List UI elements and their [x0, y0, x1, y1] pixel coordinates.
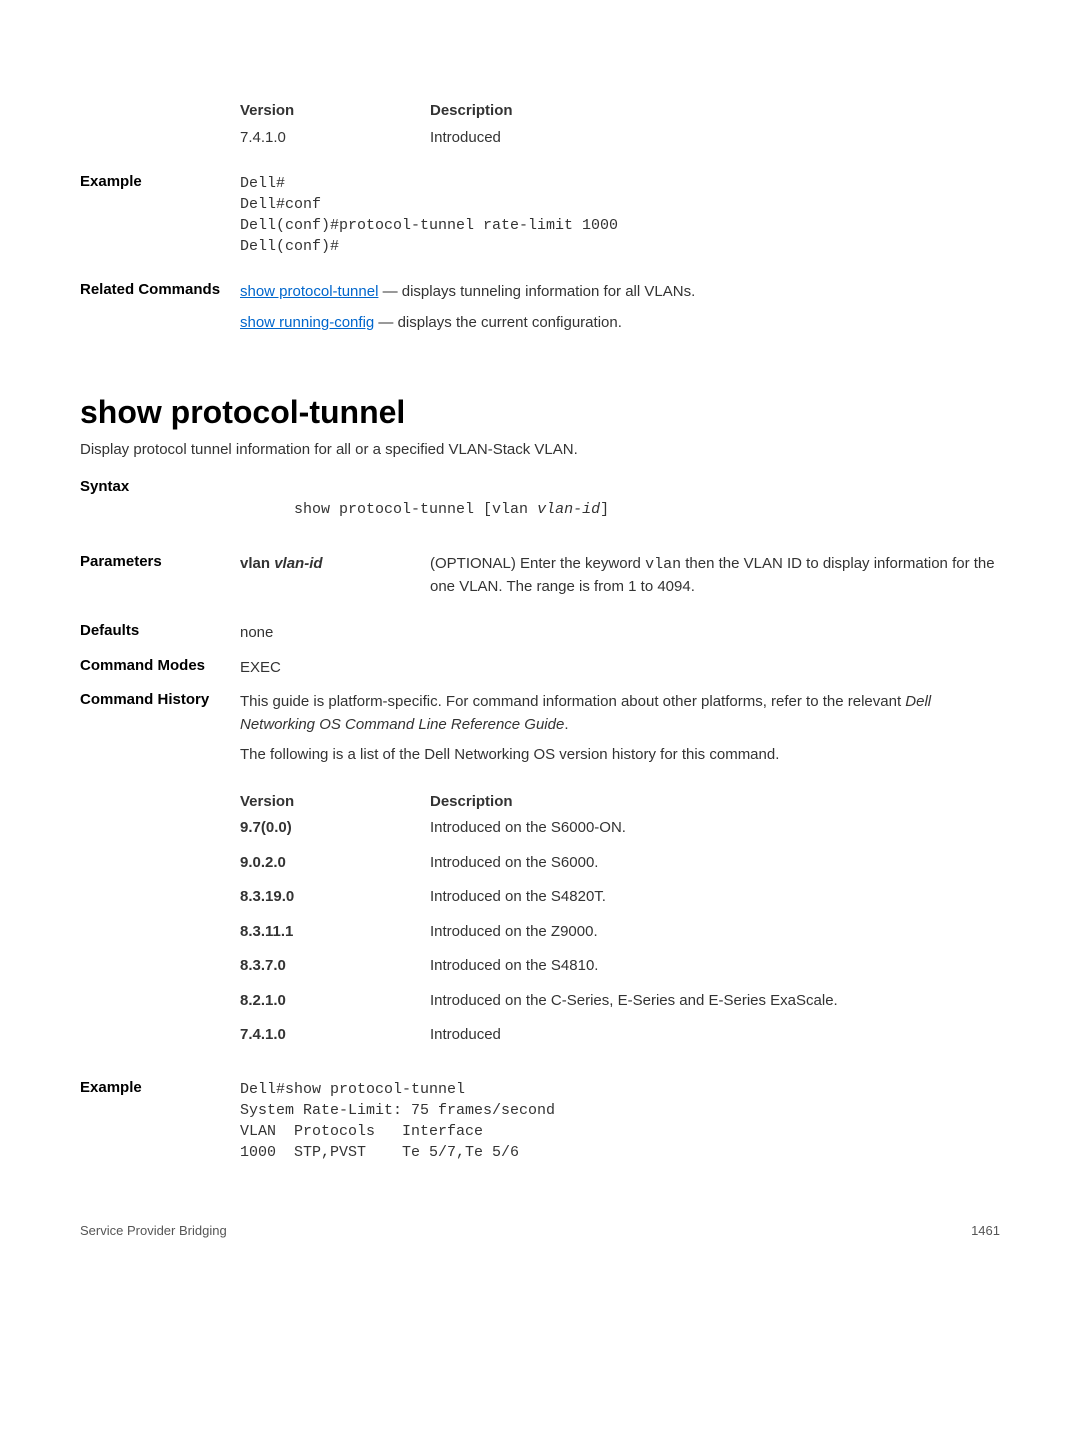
- related-line2: show running-config — displays the curre…: [240, 312, 1000, 335]
- top-version-header-row: Version Description: [80, 100, 1000, 123]
- version-cell: 9.7(0.0): [240, 817, 430, 840]
- example2-row: Example Dell#show protocol-tunnel System…: [80, 1079, 1000, 1163]
- history-row: Command History This guide is platform-s…: [80, 691, 1000, 767]
- modes-value: EXEC: [240, 657, 1000, 680]
- description-header: Description: [430, 100, 1000, 123]
- version-row: 8.3.7.0Introduced on the S4810.: [80, 955, 1000, 978]
- example2-code: Dell#show protocol-tunnel System Rate-Li…: [240, 1079, 1000, 1163]
- version-row: 8.3.19.0Introduced on the S4820T.: [80, 886, 1000, 909]
- version-cell: 9.0.2.0: [240, 852, 430, 875]
- vt-description-header: Description: [430, 791, 1000, 814]
- page-footer: Service Provider Bridging 1461: [80, 1223, 1000, 1238]
- description-cell: Introduced on the S6000-ON.: [430, 817, 1000, 840]
- top-version-row: 7.4.1.0 Introduced: [80, 127, 1000, 150]
- description-cell: Introduced on the C-Series, E-Series and…: [430, 990, 1000, 1013]
- related-link1[interactable]: show protocol-tunnel: [240, 283, 378, 300]
- related-line1: show protocol-tunnel — displays tunnelin…: [240, 281, 1000, 304]
- example2-label: Example: [80, 1079, 240, 1163]
- version-row: 9.0.2.0Introduced on the S6000.: [80, 852, 1000, 875]
- example1-row: Example Dell# Dell#conf Dell(conf)#proto…: [80, 173, 1000, 257]
- syntax-label: Syntax: [80, 478, 240, 541]
- param-name: vlan vlan-id: [240, 553, 430, 598]
- param-desc: (OPTIONAL) Enter the keyword vlan then t…: [430, 553, 1000, 598]
- vt-version-header: Version: [240, 791, 430, 814]
- related-text1: — displays tunneling information for all…: [378, 283, 695, 300]
- version-row: 9.7(0.0)Introduced on the S6000-ON.: [80, 817, 1000, 840]
- modes-row: Command Modes EXEC: [80, 657, 1000, 680]
- syntax-row: Syntax show protocol-tunnel [vlan vlan-i…: [80, 478, 1000, 541]
- related-link2[interactable]: show running-config: [240, 314, 374, 331]
- version-row: 7.4.1.0Introduced: [80, 1024, 1000, 1047]
- version-cell: 8.3.11.1: [240, 921, 430, 944]
- syntax-pre: show protocol-tunnel [vlan: [294, 501, 537, 518]
- history-label: Command History: [80, 691, 240, 767]
- footer-left: Service Provider Bridging: [80, 1223, 227, 1238]
- description-cell: Introduced on the S6000.: [430, 852, 1000, 875]
- description-cell: Introduced: [430, 1024, 1000, 1047]
- related-row: Related Commands show protocol-tunnel — …: [80, 281, 1000, 334]
- history-text1: This guide is platform-specific. For com…: [240, 691, 1000, 736]
- history-text-pre: This guide is platform-specific. For com…: [240, 693, 905, 710]
- modes-label: Command Modes: [80, 657, 240, 680]
- version-table-header: Version Description: [80, 791, 1000, 814]
- example1-label: Example: [80, 173, 240, 257]
- syntax-italic: vlan-id: [537, 501, 600, 518]
- description-value: Introduced: [430, 127, 1000, 150]
- section-heading: show protocol-tunnel: [80, 394, 1000, 431]
- history-text2: The following is a list of the Dell Netw…: [240, 744, 1000, 767]
- version-value: 7.4.1.0: [240, 127, 430, 150]
- version-cell: 8.3.19.0: [240, 886, 430, 909]
- footer-right: 1461: [971, 1223, 1000, 1238]
- version-cell: 7.4.1.0: [240, 1024, 430, 1047]
- example1-code: Dell# Dell#conf Dell(conf)#protocol-tunn…: [240, 173, 1000, 257]
- version-row: 8.2.1.0Introduced on the C-Series, E-Ser…: [80, 990, 1000, 1013]
- param-pre: vlan: [240, 555, 274, 572]
- parameters-row: Parameters vlan vlan-id (OPTIONAL) Enter…: [80, 553, 1000, 598]
- related-text2: — displays the current configuration.: [374, 314, 622, 331]
- defaults-row: Defaults none: [80, 622, 1000, 645]
- related-label: Related Commands: [80, 281, 240, 334]
- param-desc-pre: (OPTIONAL) Enter the keyword: [430, 555, 645, 572]
- description-cell: Introduced on the Z9000.: [430, 921, 1000, 944]
- defaults-value: none: [240, 622, 1000, 645]
- section-description: Display protocol tunnel information for …: [80, 441, 1000, 458]
- description-cell: Introduced on the S4810.: [430, 955, 1000, 978]
- defaults-label: Defaults: [80, 622, 240, 645]
- param-desc-mono: vlan: [645, 556, 681, 573]
- param-italic: vlan-id: [274, 555, 322, 572]
- parameters-label: Parameters: [80, 553, 240, 598]
- syntax-content: show protocol-tunnel [vlan vlan-id]: [240, 478, 1000, 541]
- version-cell: 8.2.1.0: [240, 990, 430, 1013]
- syntax-post: ]: [600, 501, 609, 518]
- version-row: 8.3.11.1Introduced on the Z9000.: [80, 921, 1000, 944]
- version-header: Version: [240, 100, 430, 123]
- history-text-post: .: [564, 716, 568, 733]
- version-cell: 8.3.7.0: [240, 955, 430, 978]
- description-cell: Introduced on the S4820T.: [430, 886, 1000, 909]
